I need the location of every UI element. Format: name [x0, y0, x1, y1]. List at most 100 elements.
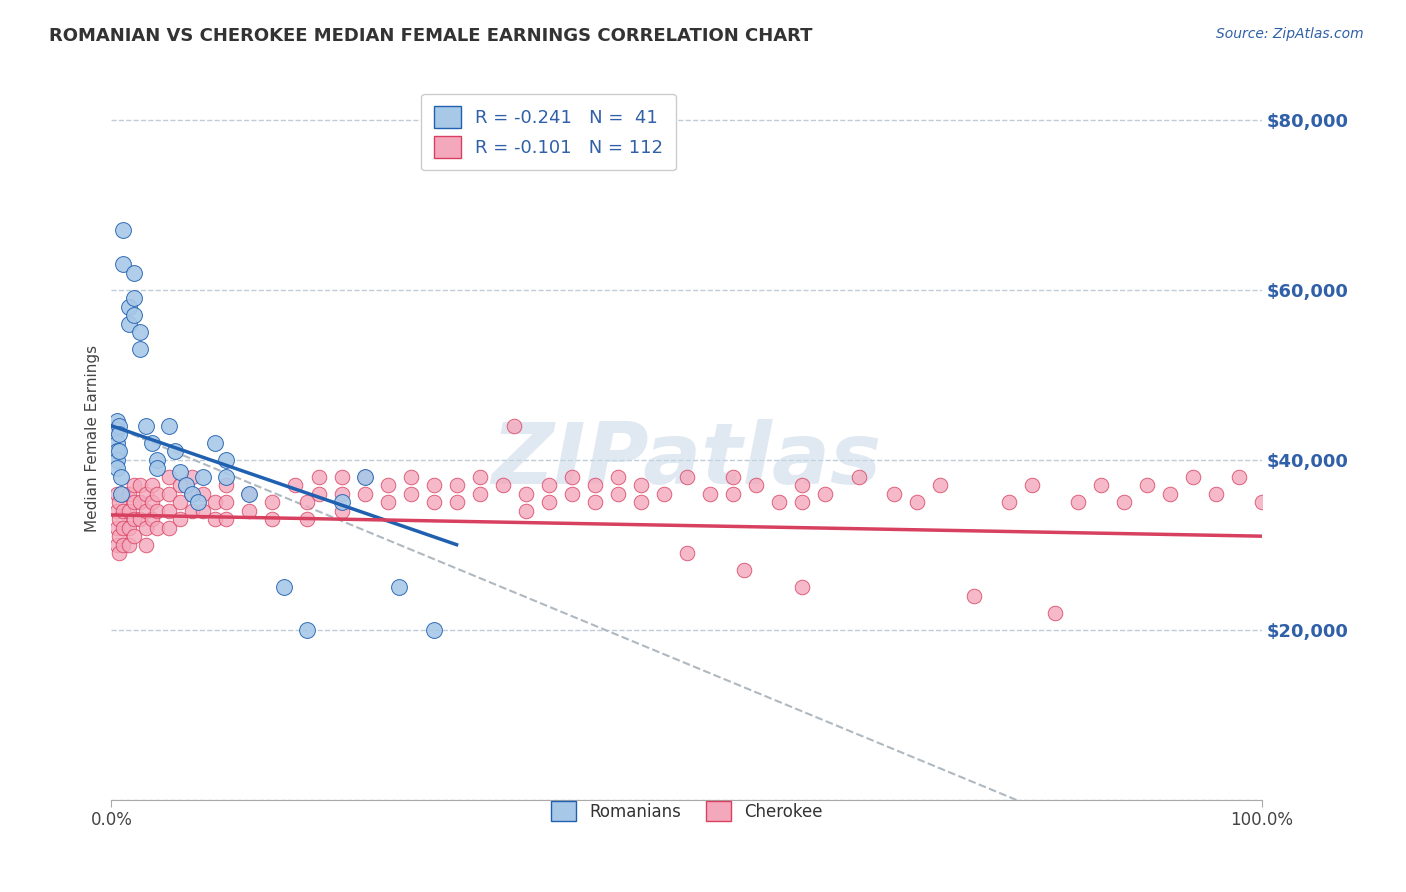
Point [111, 521, 134, 535]
Point [790, 495, 813, 509]
Point [308, 486, 330, 500]
Point [353, 469, 375, 483]
Point [135, 538, 157, 552]
Point [848, 469, 870, 483]
Point [105, 521, 128, 535]
Text: ROMANIAN VS CHEROKEE MEDIAN FEMALE EARNINGS CORRELATION CHART: ROMANIAN VS CHEROKEE MEDIAN FEMALE EARNI… [49, 27, 813, 45]
Point [215, 495, 238, 509]
Point [353, 486, 375, 500]
Point [1251, 495, 1274, 509]
Legend: Romanians, Cherokee: Romanians, Cherokee [537, 788, 837, 835]
Point [187, 495, 209, 509]
Point [1043, 606, 1066, 620]
Point [928, 478, 950, 492]
Point [905, 495, 928, 509]
Point [652, 486, 675, 500]
Point [129, 326, 152, 340]
Point [108, 529, 131, 543]
Point [768, 495, 790, 509]
Point [215, 512, 238, 526]
Point [108, 427, 131, 442]
Point [193, 469, 215, 483]
Point [105, 415, 128, 429]
Point [1021, 478, 1043, 492]
Point [124, 529, 146, 543]
Point [330, 504, 353, 518]
Point [105, 504, 128, 518]
Point [169, 495, 191, 509]
Point [583, 478, 606, 492]
Point [105, 423, 128, 437]
Point [1227, 469, 1250, 483]
Point [1181, 469, 1204, 483]
Point [157, 486, 180, 500]
Point [111, 504, 134, 518]
Point [135, 521, 157, 535]
Point [146, 504, 169, 518]
Point [124, 495, 146, 509]
Point [105, 444, 128, 458]
Point [583, 495, 606, 509]
Point [238, 486, 260, 500]
Point [515, 486, 537, 500]
Point [814, 486, 837, 500]
Point [157, 469, 180, 483]
Point [998, 495, 1021, 509]
Point [561, 469, 583, 483]
Point [110, 469, 132, 483]
Point [1136, 478, 1159, 492]
Point [204, 435, 226, 450]
Point [388, 580, 411, 594]
Point [883, 486, 905, 500]
Point [124, 478, 146, 492]
Point [163, 444, 186, 458]
Point [399, 486, 422, 500]
Point [118, 521, 141, 535]
Point [215, 469, 238, 483]
Point [1112, 495, 1135, 509]
Point [169, 466, 191, 480]
Point [118, 317, 141, 331]
Point [111, 538, 134, 552]
Point [129, 478, 152, 492]
Point [105, 435, 128, 450]
Point [118, 300, 141, 314]
Point [181, 469, 204, 483]
Point [215, 478, 238, 492]
Point [1090, 478, 1112, 492]
Point [135, 504, 157, 518]
Point [468, 469, 491, 483]
Point [262, 495, 284, 509]
Point [215, 452, 238, 467]
Point [422, 495, 444, 509]
Point [169, 478, 191, 492]
Point [118, 538, 141, 552]
Point [174, 478, 197, 492]
Point [124, 266, 146, 280]
Point [630, 478, 652, 492]
Point [353, 469, 375, 483]
Point [124, 291, 146, 305]
Point [491, 478, 513, 492]
Point [1159, 486, 1181, 500]
Point [146, 452, 169, 467]
Point [422, 623, 444, 637]
Point [129, 343, 152, 357]
Point [157, 504, 180, 518]
Point [129, 495, 152, 509]
Point [1205, 486, 1227, 500]
Point [561, 486, 583, 500]
Text: Source: ZipAtlas.com: Source: ZipAtlas.com [1216, 27, 1364, 41]
Point [108, 546, 131, 560]
Point [105, 452, 128, 467]
Point [135, 418, 157, 433]
Point [295, 512, 318, 526]
Point [675, 469, 697, 483]
Point [721, 486, 744, 500]
Point [1067, 495, 1090, 509]
Point [503, 418, 526, 433]
Point [105, 486, 128, 500]
Point [790, 580, 813, 594]
Point [295, 495, 318, 509]
Point [105, 461, 128, 475]
